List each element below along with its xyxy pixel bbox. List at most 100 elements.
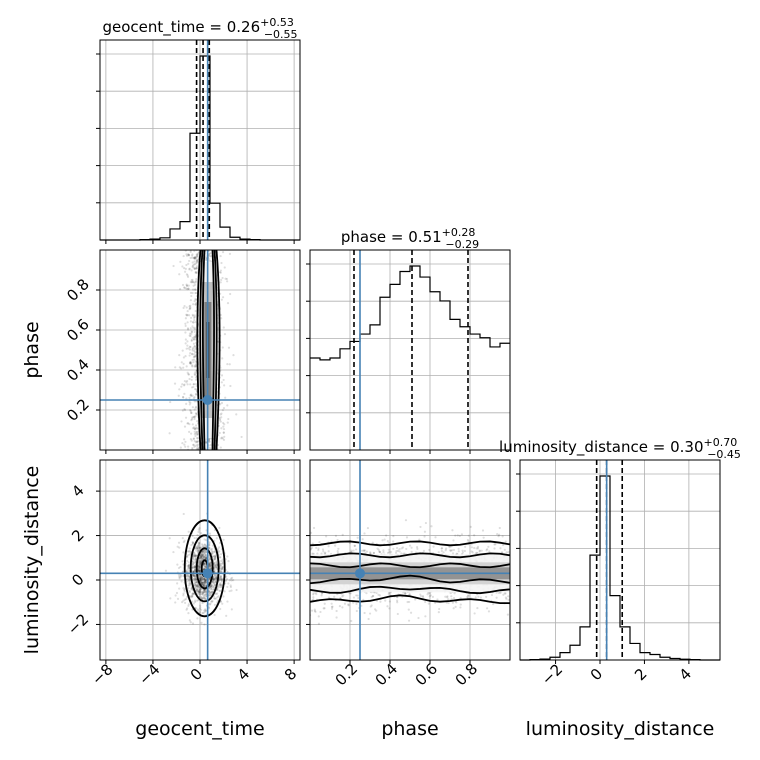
sample-point (220, 583, 223, 587)
sample-point (194, 432, 197, 435)
sample-point (190, 419, 193, 422)
sample-point (192, 570, 195, 573)
sample-point (196, 589, 200, 592)
sample-point (320, 594, 323, 597)
sample-point (327, 545, 330, 548)
sample-point (193, 349, 196, 353)
sample-point (217, 595, 220, 598)
sample-point (408, 593, 411, 596)
sample-point (191, 280, 194, 284)
sample-point (203, 609, 206, 612)
sample-point (204, 565, 207, 569)
sample-point (192, 602, 195, 605)
sample-point (184, 355, 187, 358)
sample-point (203, 564, 206, 567)
sample-point (202, 557, 205, 560)
sample-point (205, 545, 208, 548)
sample-point (190, 254, 194, 257)
sample-point (192, 570, 195, 573)
sample-point (480, 549, 483, 552)
sample-point (192, 555, 195, 558)
sample-point (194, 303, 198, 306)
sample-point (208, 557, 212, 561)
sample-point (204, 584, 207, 587)
sample-point (363, 532, 366, 535)
sample-point (387, 542, 390, 545)
sample-point (378, 550, 381, 553)
sample-point (196, 444, 199, 447)
truth-point (202, 395, 213, 405)
sample-point (199, 561, 202, 564)
sample-point (196, 585, 199, 588)
sample-point (225, 614, 228, 617)
sample-point (220, 436, 224, 439)
sample-point (318, 540, 321, 544)
sample-point (470, 546, 474, 549)
sample-point (191, 256, 194, 259)
sample-point (209, 585, 213, 588)
sample-point (182, 396, 185, 399)
sample-point (198, 546, 201, 549)
sample-point (190, 588, 193, 591)
sample-point (485, 549, 488, 552)
sample-point (211, 590, 214, 593)
sample-point (186, 328, 190, 331)
sample-point (193, 575, 196, 578)
sample-point (196, 549, 200, 553)
sample-point (194, 365, 197, 368)
sample-point (212, 582, 215, 585)
sample-point (372, 552, 375, 555)
sample-point (194, 606, 197, 610)
sample-point (419, 593, 422, 596)
sample-point (504, 596, 508, 599)
sample-point (369, 605, 372, 608)
hist-panel-phase: phase = 0.51+0.28 −0.29 (306, 226, 511, 454)
sample-point (188, 547, 191, 550)
sample-point (228, 579, 231, 582)
sample-point (219, 271, 222, 274)
sample-point (375, 591, 378, 595)
sample-point (182, 594, 185, 597)
sample-point (191, 574, 194, 577)
sample-point (219, 584, 222, 587)
x-tick-label: 0 (187, 665, 206, 684)
sample-point (192, 288, 195, 291)
sample-point (216, 592, 219, 595)
contour-line (310, 552, 510, 559)
sample-point (382, 549, 385, 552)
x-tick-label: 0.8 (452, 660, 482, 690)
sample-point (202, 545, 205, 548)
sample-point (440, 546, 444, 550)
sample-point (200, 576, 203, 579)
sample-point (192, 360, 195, 364)
sample-point (315, 546, 318, 550)
sample-point (195, 412, 198, 416)
sample-point (226, 555, 229, 558)
sample-point (204, 609, 207, 612)
sample-point (182, 512, 185, 516)
sample-point (201, 553, 204, 557)
sample-point (202, 591, 205, 594)
sample-point (210, 591, 213, 594)
sample-point (424, 615, 427, 618)
sample-point (182, 267, 186, 270)
title-main: phase = 0.51 (341, 228, 442, 246)
sample-point (198, 527, 201, 530)
sample-point (221, 558, 224, 561)
sample-point (203, 581, 206, 584)
sample-point (202, 550, 205, 553)
sample-point (473, 534, 476, 537)
sample-point (387, 592, 390, 596)
sample-point (208, 565, 211, 568)
sample-point (191, 534, 194, 538)
sample-point (392, 547, 395, 550)
sample-point (213, 583, 216, 586)
sample-point (179, 575, 183, 578)
sample-point (176, 582, 179, 585)
sample-point (197, 570, 200, 573)
sample-point (362, 549, 366, 552)
sample-point (192, 416, 195, 419)
sample-point (228, 252, 232, 255)
sample-point (199, 578, 202, 582)
